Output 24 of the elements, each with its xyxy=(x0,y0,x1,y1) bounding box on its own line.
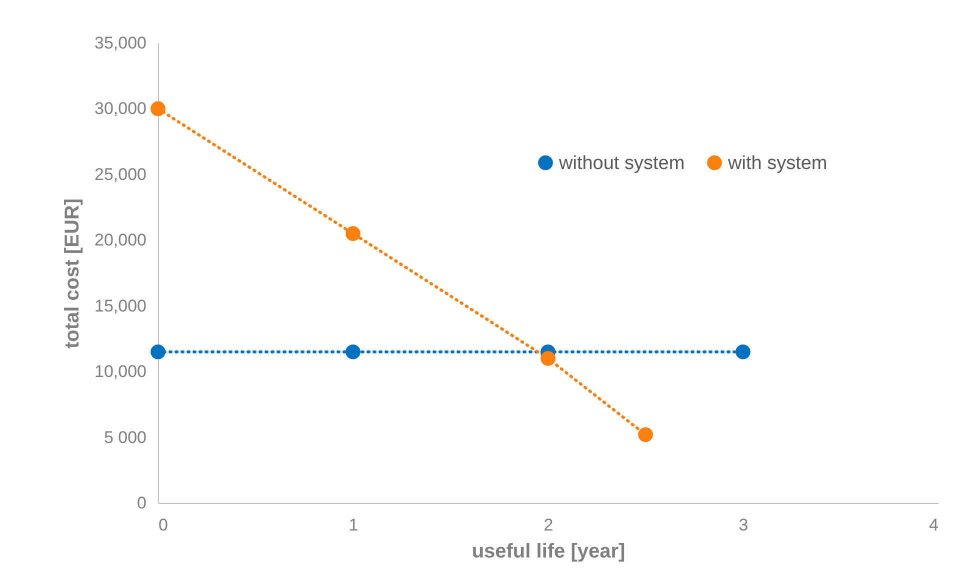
x-tick-label: 2 xyxy=(544,516,554,534)
x-tick-label: 4 xyxy=(929,516,938,534)
x-tick-label: 1 xyxy=(348,516,358,534)
y-tick-label: 15,000 xyxy=(94,296,146,316)
y-tick-label: 20,000 xyxy=(94,230,146,250)
y-tick-label: 5 000 xyxy=(104,428,146,447)
point xyxy=(150,101,166,116)
y-tick-label: 30,000 xyxy=(94,99,146,118)
x-axis-title: useful life [year] xyxy=(472,540,626,562)
legend-label: without system xyxy=(558,152,685,174)
legend-label: with system xyxy=(727,152,828,174)
point xyxy=(150,344,166,360)
x-tick-label: 0 xyxy=(158,516,168,534)
y-tick-label: 0 xyxy=(137,494,146,512)
y-tick-label: 35,000 xyxy=(94,34,146,52)
point xyxy=(638,427,653,442)
point xyxy=(346,226,360,241)
y-tick-label: 10,000 xyxy=(94,362,146,382)
point xyxy=(346,344,360,360)
point xyxy=(540,351,556,366)
point xyxy=(736,344,750,360)
x-tick-label: 3 xyxy=(738,516,748,534)
y-axis-title: total cost [EUR] xyxy=(62,198,84,348)
y-tick-label: 25,000 xyxy=(94,164,146,184)
